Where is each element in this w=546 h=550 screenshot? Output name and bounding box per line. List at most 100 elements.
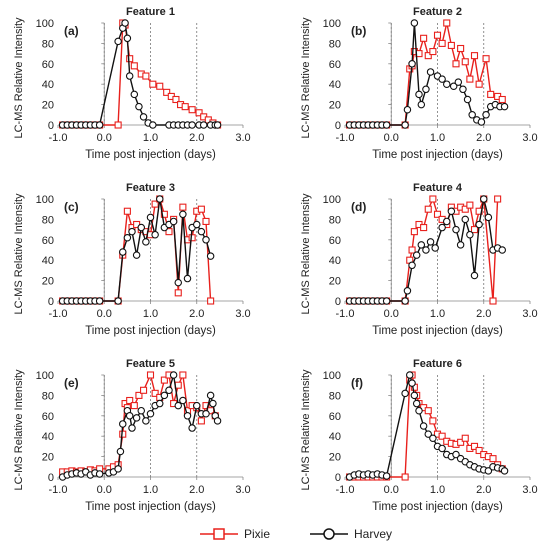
- x-tick-label: 1.0: [143, 484, 158, 496]
- x-tick-label: 2.0: [476, 308, 491, 320]
- data-point: [419, 422, 428, 430]
- y-tick-label: 80: [329, 38, 341, 50]
- data-point: [142, 72, 150, 80]
- y-tick-label: 100: [323, 18, 341, 30]
- data-point: [188, 234, 196, 242]
- x-tick-label: 3.0: [235, 308, 250, 320]
- data-point: [470, 52, 479, 60]
- data-point: [424, 430, 432, 438]
- data-point: [461, 215, 469, 224]
- data-point: [121, 19, 129, 27]
- panel-title: Feature 6: [413, 358, 462, 370]
- data-point: [206, 252, 215, 260]
- y-tick-label: 20: [42, 276, 54, 288]
- data-point: [209, 399, 217, 408]
- data-point: [202, 402, 210, 410]
- data-point: [449, 82, 458, 90]
- data-point: [408, 246, 416, 254]
- data-point: [470, 271, 479, 280]
- data-point: [403, 105, 412, 114]
- data-point: [443, 19, 451, 27]
- data-point: [146, 371, 155, 379]
- panel-label: (e): [64, 376, 79, 390]
- data-point: [401, 473, 409, 481]
- data-point: [114, 121, 122, 129]
- legend-item-pixie: Pixie: [200, 527, 270, 541]
- data-point: [424, 52, 432, 60]
- series-harvey: [345, 371, 509, 481]
- x-axis-label: Time post injection (days): [85, 501, 216, 513]
- data-point: [179, 371, 187, 379]
- x-tick-label: 3.0: [235, 132, 250, 144]
- data-point: [119, 420, 127, 428]
- data-point: [114, 37, 122, 46]
- data-point: [151, 200, 159, 208]
- data-point: [142, 417, 150, 425]
- data-point: [401, 389, 409, 398]
- data-point: [197, 227, 206, 236]
- data-point: [463, 95, 472, 104]
- x-tick-label: -1.0: [49, 484, 68, 496]
- panel-title: Feature 3: [126, 182, 175, 194]
- x-tick-label: 2.0: [189, 308, 204, 320]
- legend-item-harvey: Harvey: [310, 527, 392, 541]
- data-point: [408, 60, 416, 68]
- data-point: [420, 224, 428, 232]
- data-point: [149, 80, 157, 88]
- data-point: [114, 465, 122, 473]
- data-point: [408, 261, 416, 270]
- data-point: [438, 75, 446, 83]
- data-point: [415, 90, 423, 99]
- y-tick-label: 40: [42, 255, 54, 267]
- data-point: [151, 389, 159, 397]
- data-point: [475, 80, 483, 88]
- x-tick-label: -1.0: [336, 308, 355, 320]
- data-point: [487, 90, 495, 98]
- y-tick-label: 20: [42, 100, 54, 112]
- data-point: [470, 442, 479, 450]
- data-point: [156, 399, 164, 408]
- data-point: [137, 223, 146, 232]
- data-point: [494, 195, 502, 203]
- data-point: [484, 467, 493, 475]
- data-point: [181, 103, 189, 111]
- data-point: [213, 121, 222, 129]
- panel-title: Feature 1: [126, 6, 175, 18]
- data-point: [420, 34, 428, 42]
- y-tick-label: 60: [42, 59, 54, 71]
- data-point: [123, 234, 132, 242]
- legend-marker-harvey: [310, 528, 348, 540]
- data-point: [475, 220, 483, 229]
- data-point: [405, 371, 414, 379]
- x-tick-label: 2.0: [476, 132, 491, 144]
- y-tick-label: 100: [36, 18, 54, 30]
- x-tick-label: 0.0: [384, 484, 399, 496]
- figure-canvas: Feature 1 (a) 0 20 40 60 80 100 -1.0 0.0 1.0 2.0 3.0…: [13, 6, 538, 513]
- data-point: [426, 238, 435, 246]
- data-point: [130, 402, 138, 410]
- data-point: [174, 278, 183, 287]
- panel-6: Feature 6 (f) 0 20 40 60 80 100 -1.0 0.0 1.0 2.0 3.0…: [300, 358, 538, 513]
- legend: Pixie Harvey: [0, 525, 546, 547]
- data-point: [424, 407, 432, 415]
- data-point: [139, 113, 148, 121]
- x-axis-label: Time post injection (days): [85, 149, 216, 161]
- data-point: [500, 467, 509, 475]
- data-point: [179, 396, 187, 405]
- data-point: [197, 205, 205, 213]
- y-axis-label: LC-MS Relative Intensity: [13, 193, 25, 315]
- panel-label: (d): [351, 200, 366, 214]
- data-point: [169, 371, 178, 379]
- x-tick-label: 0.0: [97, 308, 112, 320]
- data-point: [197, 417, 205, 425]
- data-point: [466, 201, 474, 209]
- x-tick-label: 0.0: [97, 484, 112, 496]
- data-point: [489, 297, 497, 305]
- data-point: [456, 241, 465, 249]
- panel-5: Feature 5 (e) 0 20 40 60 80 100 -1.0 0.0 1.0 2.0 3.0…: [13, 358, 251, 513]
- data-point: [447, 207, 456, 215]
- data-point: [417, 241, 426, 249]
- data-point: [500, 102, 509, 111]
- data-point: [477, 118, 486, 126]
- data-point: [410, 391, 419, 400]
